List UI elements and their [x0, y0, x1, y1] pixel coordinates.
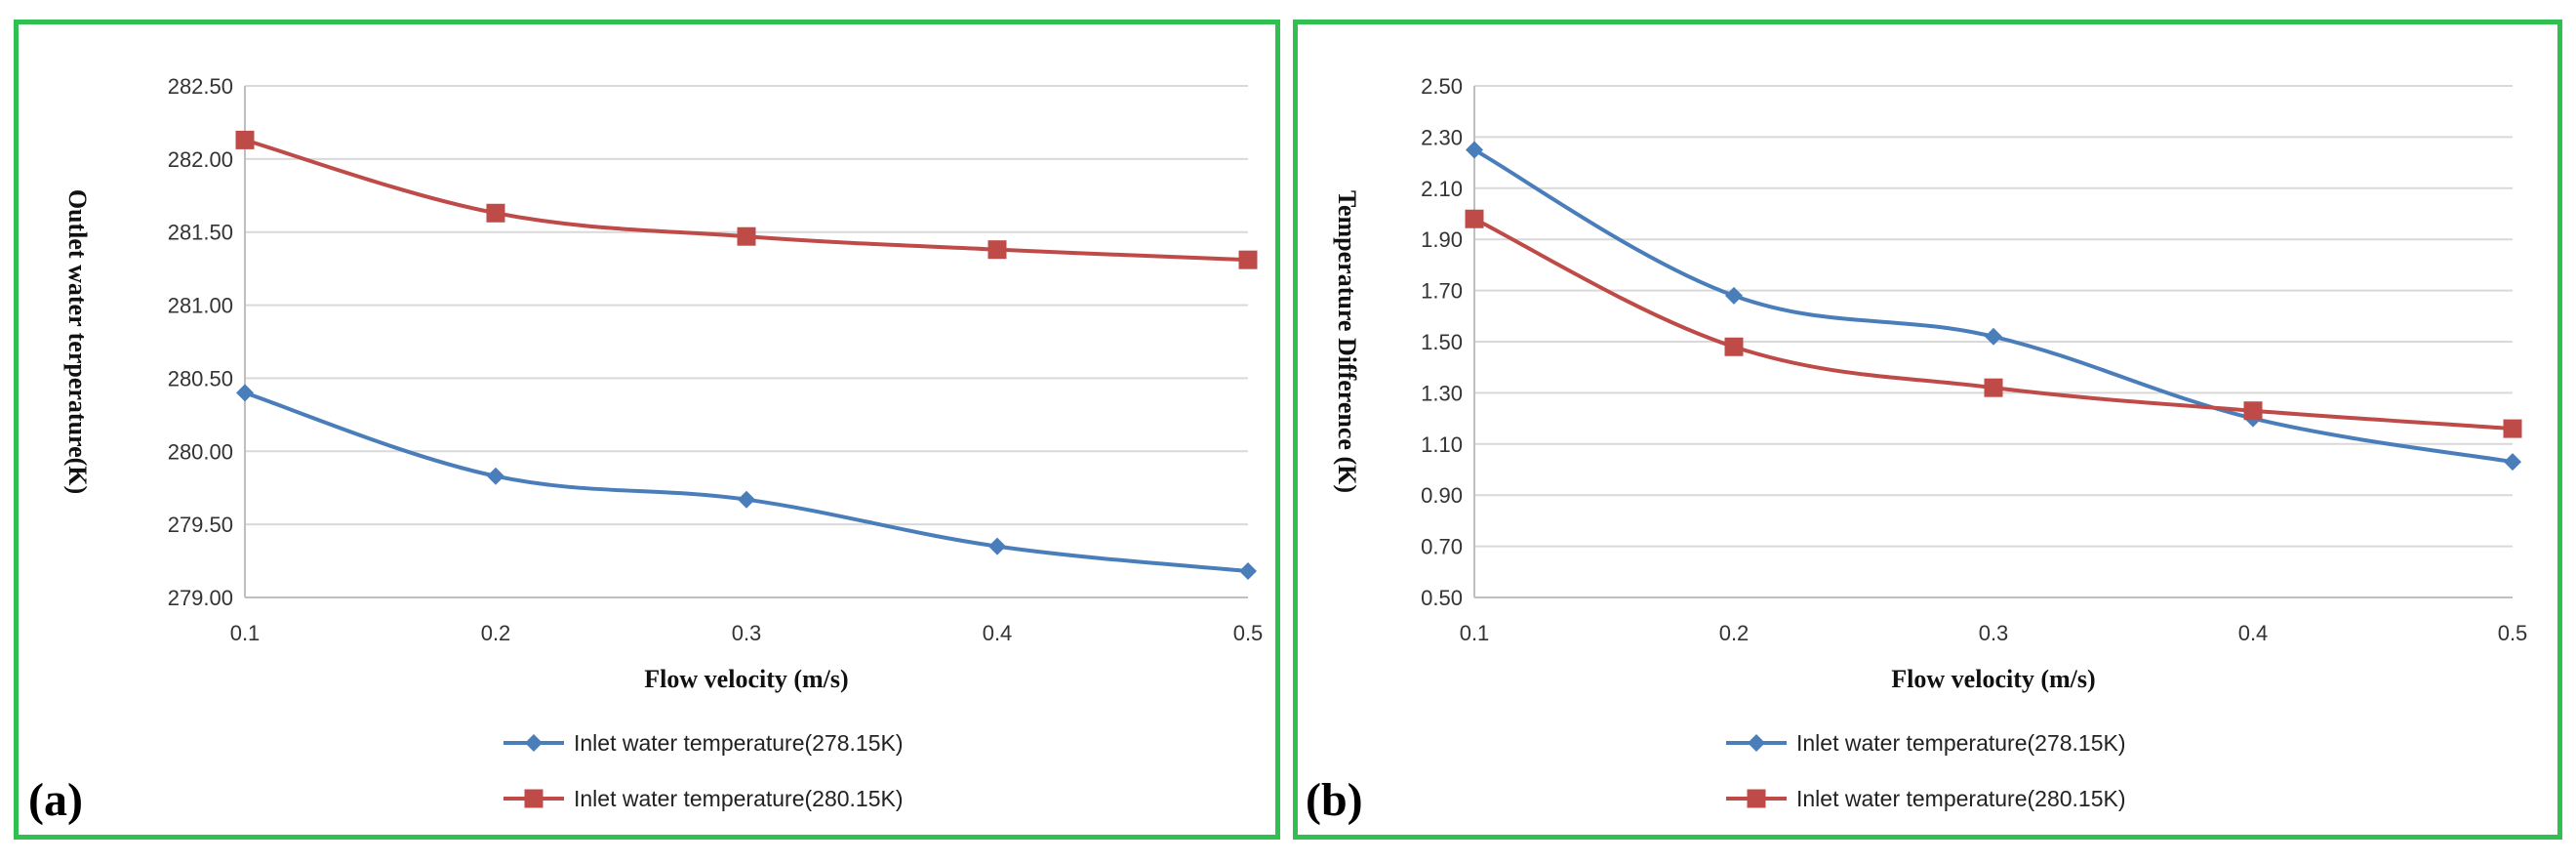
y-tick-label: 2.50 [1421, 74, 1463, 99]
data-point [236, 384, 254, 402]
legend-swatch-marker [1747, 789, 1766, 808]
data-point [1984, 378, 2003, 397]
x-tick-label: 0.4 [2238, 621, 2269, 645]
y-tick-label: 2.10 [1421, 177, 1463, 201]
y-tick-label: 281.50 [168, 221, 233, 245]
y-tick-label: 282.00 [168, 147, 233, 172]
y-tick-label: 1.50 [1421, 330, 1463, 354]
legend-swatch-marker [1748, 734, 1765, 752]
legend-swatch-marker [524, 789, 543, 808]
y-tick-label: 1.10 [1421, 432, 1463, 457]
data-point [2243, 401, 2263, 421]
data-point [2503, 419, 2522, 438]
data-point [987, 240, 1007, 260]
data-point [1465, 209, 1484, 228]
y-tick-label: 281.00 [168, 294, 233, 318]
panel-label: (a) [28, 774, 83, 826]
x-axis-title: Flow velocity (m/s) [644, 665, 848, 693]
legend-label: Inlet water temperature(280.15K) [1796, 786, 2126, 811]
data-point [1985, 327, 2002, 346]
data-point [487, 467, 504, 485]
legend-label: Inlet water temperature(278.15K) [574, 730, 904, 756]
y-tick-label: 280.00 [168, 439, 233, 464]
series-line [1473, 147, 2514, 465]
data-point [1724, 337, 1744, 356]
data-point [235, 130, 255, 149]
data-point [738, 490, 755, 509]
legend-label: Inlet water temperature(280.15K) [574, 786, 904, 811]
x-axis-title: Flow velocity (m/s) [1891, 665, 2095, 693]
legend-label: Inlet water temperature(278.15K) [1796, 730, 2126, 756]
data-point [2504, 453, 2521, 472]
x-tick-label: 0.3 [1979, 621, 2009, 645]
y-tick-label: 279.00 [168, 586, 233, 610]
y-tick-label: 1.90 [1421, 227, 1463, 252]
y-tick-label: 1.70 [1421, 279, 1463, 304]
y-tick-label: 0.50 [1421, 586, 1463, 610]
data-point [737, 226, 756, 246]
y-axis-title: Outlet water terperature(K) [63, 189, 92, 494]
x-tick-label: 0.3 [732, 621, 762, 645]
x-tick-label: 0.5 [1233, 621, 1264, 645]
chart-panel-a: 279.00 279.50 280.00 280.50 281.00 281.50 282.… [14, 20, 1280, 840]
y-tick-label: 2.30 [1421, 125, 1463, 149]
y-axis-title: Temperature Difference (K) [1333, 190, 1361, 493]
data-point [1239, 562, 1257, 581]
y-tick-label: 1.30 [1421, 381, 1463, 405]
chart-a-svg: 279.00 279.50 280.00 280.50 281.00 281.50 282.… [28, 74, 1264, 826]
x-tick-label: 0.5 [2498, 621, 2528, 645]
data-point [1238, 250, 1258, 269]
chart-panel-b: 0.50 0.70 0.90 1.10 1.30 1.50 1.70 1.90 2.10 2.30… [1293, 20, 2562, 840]
data-point [1466, 141, 1483, 159]
data-point [486, 203, 505, 223]
panel-label: (b) [1306, 774, 1363, 826]
x-tick-label: 0.4 [983, 621, 1013, 645]
legend-swatch-marker [525, 734, 543, 752]
chart-b-svg: 0.50 0.70 0.90 1.10 1.30 1.50 1.70 1.90 2.10 2.30… [1306, 74, 2528, 826]
x-tick-label: 0.2 [1719, 621, 1750, 645]
y-tick-label: 0.70 [1421, 535, 1463, 559]
y-tick-label: 282.50 [168, 74, 233, 99]
y-tick-label: 279.50 [168, 513, 233, 537]
data-point [1725, 286, 1743, 305]
data-point [988, 537, 1006, 555]
series-line [1473, 217, 2514, 432]
series-line [244, 390, 1249, 574]
y-tick-label: 0.90 [1421, 483, 1463, 508]
y-tick-label: 280.50 [168, 366, 233, 390]
x-tick-label: 0.1 [230, 621, 261, 645]
x-tick-label: 0.1 [1460, 621, 1490, 645]
x-tick-label: 0.2 [481, 621, 511, 645]
